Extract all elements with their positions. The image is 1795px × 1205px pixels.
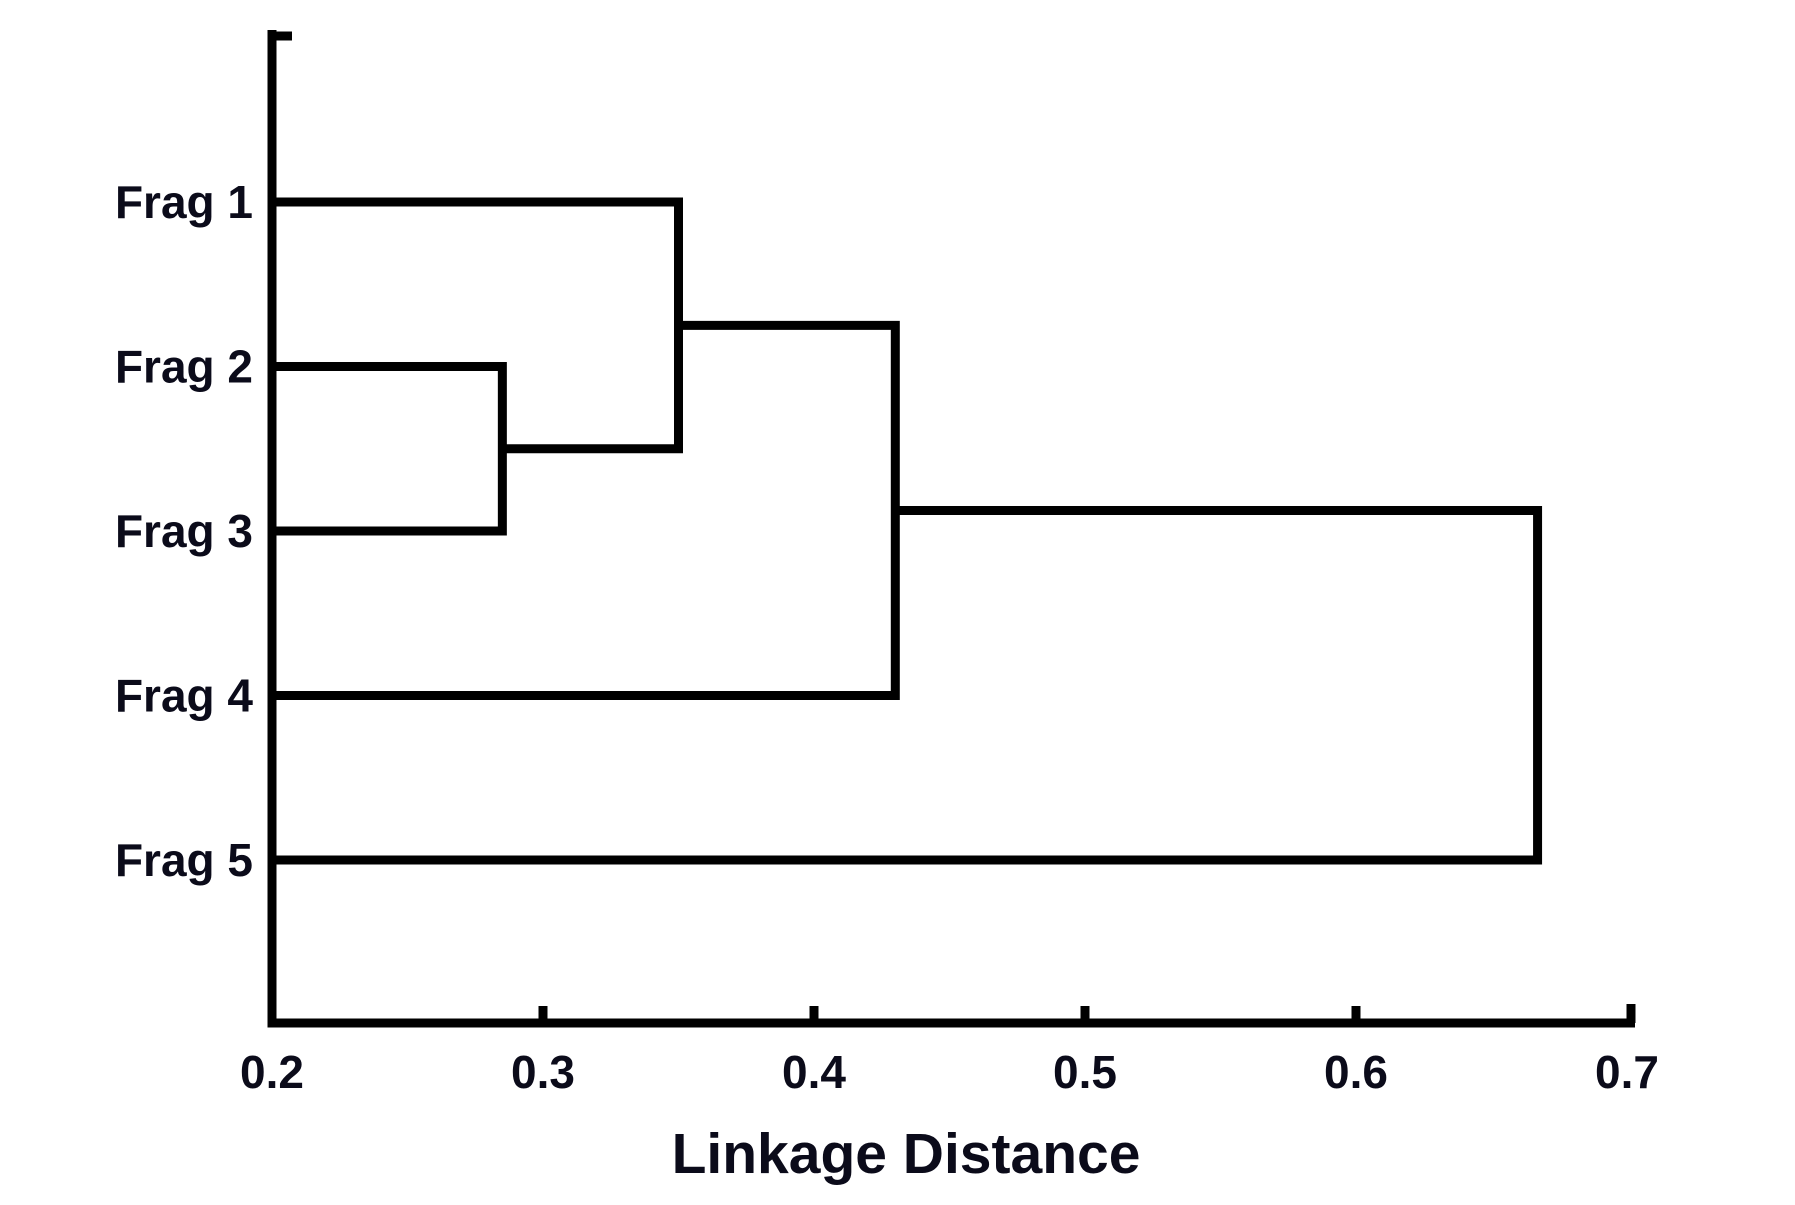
axes <box>267 30 1636 1028</box>
x-tick-label: 0.5 <box>1053 1046 1117 1098</box>
x-tick-label: 0.2 <box>240 1046 304 1098</box>
x-axis-tick-labels: 0.2 0.3 0.4 0.5 0.6 0.7 <box>240 1046 1659 1098</box>
leaf-label: Frag 3 <box>115 505 253 557</box>
x-axis-title: Linkage Distance <box>672 1122 1141 1186</box>
dendrogram-link <box>272 320 900 700</box>
dendrogram-link <box>272 197 683 454</box>
x-axis-ticks <box>538 1006 1361 1021</box>
leaf-label: Frag 1 <box>115 176 253 228</box>
leaf-label: Frag 5 <box>115 834 253 886</box>
dendrogram-link <box>272 505 1543 865</box>
dendrogram-link <box>272 362 507 536</box>
x-tick-label: 0.4 <box>782 1046 846 1098</box>
x-tick-label: 0.6 <box>1324 1046 1388 1098</box>
leaf-label: Frag 4 <box>115 670 253 722</box>
dendrogram-links <box>272 197 1543 865</box>
leaf-label: Frag 2 <box>115 341 253 393</box>
leaf-labels: Frag 1 Frag 2 Frag 3 Frag 4 Frag 5 <box>115 176 253 886</box>
x-tick-label: 0.3 <box>511 1046 575 1098</box>
x-tick-label: 0.7 <box>1595 1046 1659 1098</box>
